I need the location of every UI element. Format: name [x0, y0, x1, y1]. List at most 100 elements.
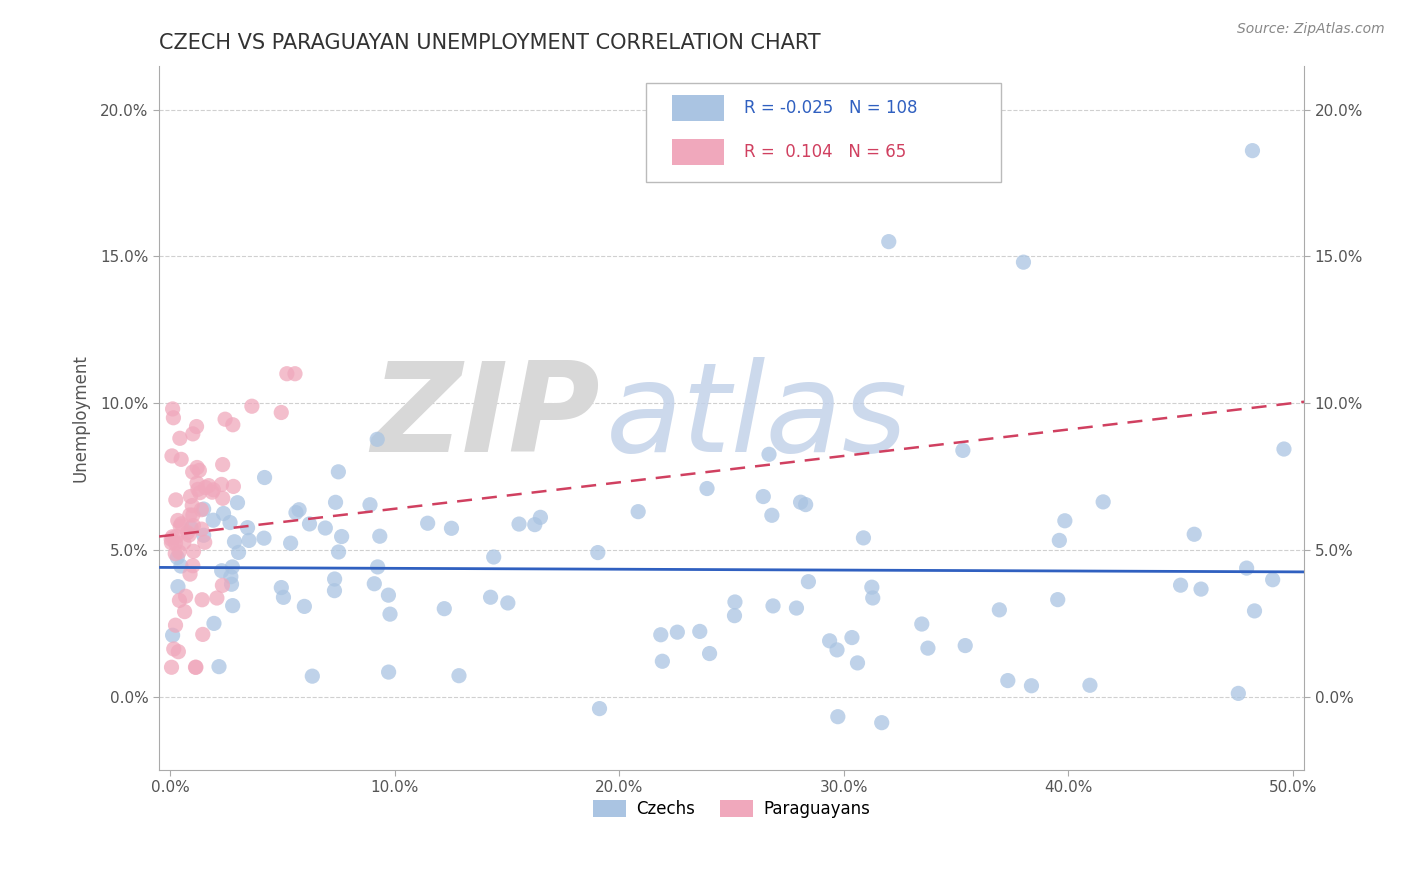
- Point: [163, 642, 186, 657]
- Point: [183, 544, 205, 558]
- Point: [1241, 144, 1264, 158]
- Point: [818, 633, 841, 648]
- Point: [170, 559, 193, 574]
- Point: [997, 673, 1019, 688]
- Point: [627, 505, 650, 519]
- Point: [181, 465, 204, 479]
- Point: [1261, 573, 1284, 587]
- Point: [179, 508, 201, 522]
- Point: [1243, 604, 1265, 618]
- Point: [201, 485, 224, 500]
- Point: [523, 517, 546, 532]
- Point: [955, 639, 977, 653]
- Point: [330, 530, 353, 544]
- Point: [752, 490, 775, 504]
- Point: [911, 617, 934, 632]
- Point: [1047, 533, 1070, 548]
- Point: [276, 367, 298, 381]
- Point: [211, 491, 233, 506]
- Point: [288, 502, 311, 516]
- Point: [214, 412, 236, 426]
- Point: [191, 592, 214, 607]
- Point: [917, 641, 939, 656]
- Point: [1012, 255, 1035, 269]
- Point: [1236, 561, 1258, 575]
- Point: [169, 431, 191, 445]
- Point: [762, 599, 785, 613]
- Text: R =  0.104   N = 65: R = 0.104 N = 65: [744, 143, 907, 161]
- Point: [860, 580, 883, 594]
- Point: [219, 569, 242, 583]
- Point: [181, 499, 204, 513]
- Point: [224, 534, 246, 549]
- Point: [222, 479, 245, 493]
- Point: [222, 417, 245, 432]
- Point: [325, 495, 347, 509]
- Point: [301, 669, 323, 683]
- FancyBboxPatch shape: [672, 95, 724, 121]
- Point: [870, 715, 893, 730]
- Point: [167, 645, 190, 659]
- Point: [162, 628, 184, 642]
- Point: [328, 465, 350, 479]
- Point: [366, 433, 388, 447]
- Point: [825, 643, 848, 657]
- Point: [1053, 514, 1076, 528]
- Point: [433, 601, 456, 615]
- Point: [1046, 592, 1069, 607]
- Point: [167, 580, 190, 594]
- Point: [270, 405, 292, 419]
- Point: [758, 447, 780, 461]
- Point: [202, 513, 225, 527]
- Point: [280, 536, 302, 550]
- Point: [194, 480, 217, 494]
- Y-axis label: Unemployment: Unemployment: [72, 354, 89, 482]
- Point: [253, 531, 276, 545]
- Point: [221, 560, 243, 574]
- Point: [377, 588, 399, 602]
- Point: [314, 521, 336, 535]
- Point: [212, 507, 235, 521]
- Point: [416, 516, 439, 531]
- Point: [194, 535, 217, 549]
- Point: [323, 583, 346, 598]
- Point: [852, 531, 875, 545]
- Point: [529, 510, 551, 524]
- Point: [988, 603, 1011, 617]
- Point: [377, 665, 399, 679]
- Point: [162, 530, 184, 544]
- Point: [166, 513, 188, 527]
- Point: [651, 654, 673, 668]
- Point: [270, 581, 292, 595]
- Legend: Czechs, Paraguayans: Czechs, Paraguayans: [586, 794, 877, 825]
- Point: [236, 521, 259, 535]
- Point: [226, 496, 249, 510]
- Point: [841, 631, 863, 645]
- Text: CZECH VS PARAGUAYAN UNEMPLOYMENT CORRELATION CHART: CZECH VS PARAGUAYAN UNEMPLOYMENT CORRELA…: [159, 33, 821, 53]
- Point: [1092, 495, 1115, 509]
- Text: Source: ZipAtlas.com: Source: ZipAtlas.com: [1237, 22, 1385, 37]
- Point: [184, 660, 207, 674]
- Point: [221, 577, 243, 591]
- Point: [724, 595, 747, 609]
- Point: [165, 530, 187, 544]
- Point: [699, 647, 721, 661]
- Text: ZIP: ZIP: [371, 358, 600, 478]
- Point: [378, 607, 401, 621]
- Point: [181, 426, 204, 441]
- Point: [179, 567, 201, 582]
- Point: [169, 519, 191, 533]
- Point: [588, 701, 610, 715]
- Point: [253, 470, 276, 484]
- Point: [190, 522, 212, 536]
- Point: [785, 601, 807, 615]
- Point: [1182, 527, 1205, 541]
- Point: [202, 616, 225, 631]
- Point: [666, 625, 689, 640]
- Text: atlas: atlas: [606, 358, 908, 478]
- Point: [273, 591, 295, 605]
- Point: [181, 558, 204, 573]
- Point: [211, 564, 233, 578]
- Point: [193, 502, 215, 516]
- Point: [367, 560, 389, 574]
